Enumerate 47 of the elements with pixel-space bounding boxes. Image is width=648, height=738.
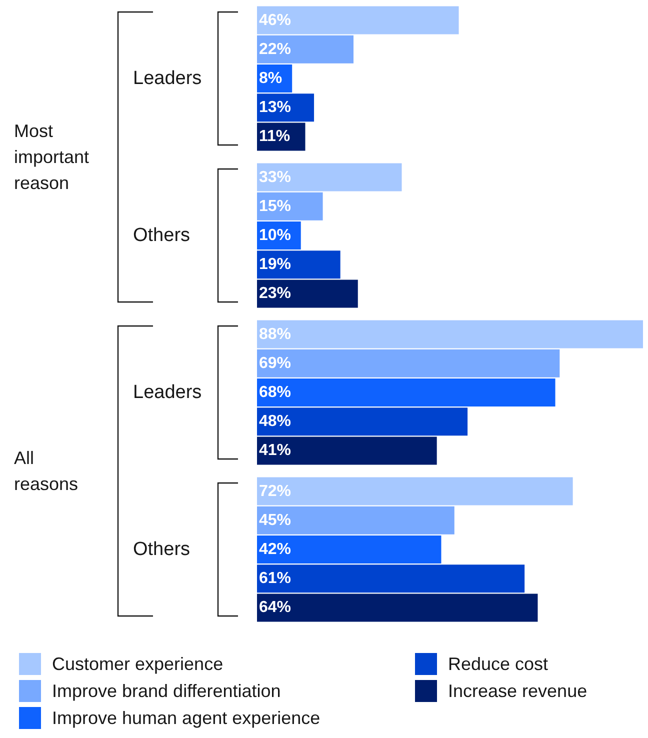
data-label: 22% xyxy=(259,40,292,58)
data-label: 61% xyxy=(259,570,292,588)
text: All reasons xyxy=(14,447,80,496)
bar xyxy=(257,378,556,406)
bar xyxy=(257,477,573,506)
data-label: 41% xyxy=(259,442,292,460)
data-label: 69% xyxy=(259,354,292,372)
legend-label: Reduce cost xyxy=(448,654,548,674)
data-label: 13% xyxy=(259,99,292,116)
data-label: 19% xyxy=(259,256,292,274)
legend-label: Improve human agent experience xyxy=(52,708,320,728)
data-label: 8% xyxy=(259,70,282,87)
bar xyxy=(257,594,538,622)
legend-label: Improve brand differentiation xyxy=(52,681,281,701)
bar xyxy=(257,506,454,534)
bar xyxy=(257,35,354,64)
bar xyxy=(257,320,643,348)
data-label: 88% xyxy=(259,326,292,343)
data-label: 11% xyxy=(259,128,290,146)
data-label: 68% xyxy=(259,384,292,401)
text: Most important reason xyxy=(14,120,90,195)
data-label: 15% xyxy=(259,198,292,215)
y-tick-label: Others xyxy=(133,225,190,246)
data-label: 64% xyxy=(259,599,292,616)
bar xyxy=(257,280,358,308)
legend-label: Customer experience xyxy=(52,654,224,674)
data-label: 46% xyxy=(259,12,292,29)
y-tick-label: Leaders xyxy=(133,68,202,89)
bar xyxy=(257,163,402,192)
bar xyxy=(257,250,340,279)
data-label: 72% xyxy=(259,482,292,500)
bar xyxy=(257,349,560,378)
data-label: 23% xyxy=(259,285,292,302)
bar xyxy=(257,564,525,593)
data-label: 33% xyxy=(259,168,292,186)
bar xyxy=(257,536,442,564)
y-tick-label: Leaders xyxy=(133,382,202,403)
data-label: 10% xyxy=(259,227,292,244)
legend-label: Increase revenue xyxy=(448,681,588,701)
bar xyxy=(257,436,437,465)
data-label: 45% xyxy=(259,512,292,529)
data-label: 42% xyxy=(259,541,292,558)
bar xyxy=(257,408,468,436)
bar xyxy=(257,192,323,220)
bar xyxy=(257,6,459,34)
y-tick-label: Others xyxy=(133,539,190,560)
data-label: 48% xyxy=(259,413,292,430)
